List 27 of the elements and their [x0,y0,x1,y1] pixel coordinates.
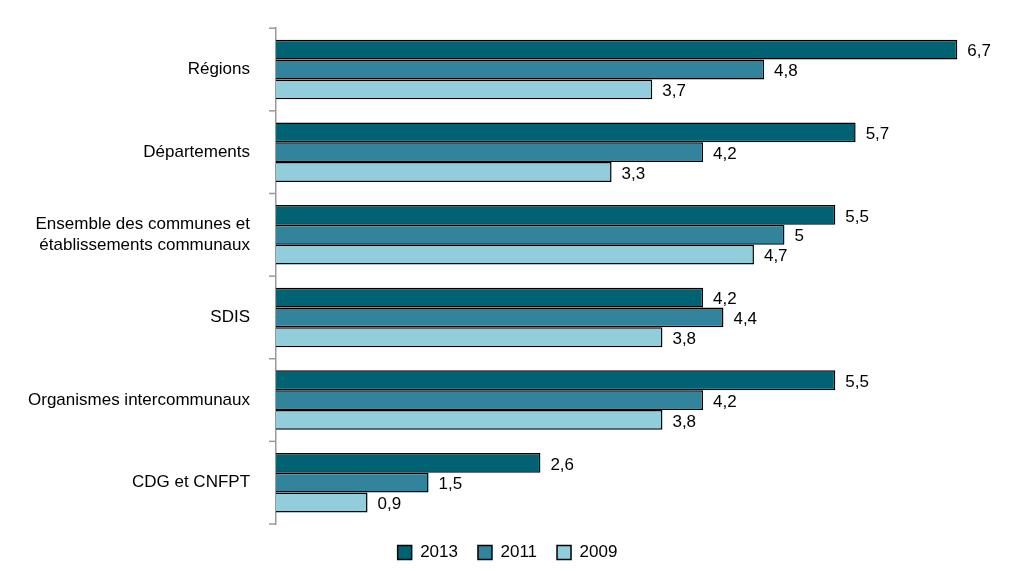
data-label: 4,8 [774,61,798,81]
y-tick-label: Départements [143,141,251,161]
data-label: 0,9 [377,494,402,514]
data-label: 3,8 [672,328,697,348]
data-label: 4,2 [713,289,737,309]
data-label: 5,5 [845,206,869,226]
data-label: 4,2 [713,391,737,411]
data-label: 3,8 [672,411,697,431]
data-label: 3,3 [621,163,646,183]
y-tick-label: Ensemble des communes et établissements communaux [35,214,251,254]
legend-label: 2009 [579,542,618,562]
data-label: 1,5 [438,474,463,494]
y-tick-label: SDIS [210,307,251,327]
data-label: 6,7 [967,41,991,61]
legend-label: 2013 [420,542,458,562]
data-label: 2,6 [550,454,575,474]
y-tick-label: CDG et CNFPT [131,472,251,492]
y-tick-label: Organismes intercommunaux [28,389,251,409]
data-label: 5,7 [865,124,890,144]
legend-label: 2011 [500,542,538,562]
y-tick-label: Régions [187,59,251,79]
data-label: 4,4 [733,309,758,329]
data-label: 4,7 [763,246,788,266]
data-label: 5,5 [845,371,869,391]
data-label: 4,2 [713,143,737,163]
data-label: 3,7 [662,81,686,101]
data-label: 5 [794,226,804,246]
